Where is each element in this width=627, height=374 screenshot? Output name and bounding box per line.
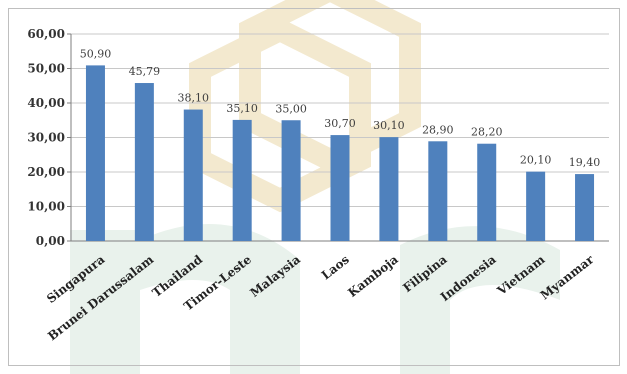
bar <box>575 174 595 241</box>
data-label: 50,90 <box>80 47 112 60</box>
data-label: 28,20 <box>471 126 503 139</box>
data-label: 30,10 <box>373 119 405 132</box>
bar <box>183 109 203 242</box>
data-label: 28,90 <box>422 123 454 136</box>
bar <box>134 83 154 241</box>
data-label: 35,10 <box>226 102 258 115</box>
data-label: 20,10 <box>520 154 552 167</box>
y-tick-label: 30,00 <box>27 131 65 145</box>
x-tick-label: Kamboja <box>345 252 401 300</box>
bar <box>85 65 105 241</box>
data-label: 35,00 <box>275 102 307 115</box>
x-tick-label: Myanmar <box>538 252 597 303</box>
y-tick-label: 40,00 <box>27 96 65 110</box>
data-label: 30,70 <box>324 117 356 130</box>
y-tick-label: 20,00 <box>27 165 65 179</box>
bar <box>526 171 546 241</box>
bar <box>428 141 448 241</box>
y-tick-label: 10,00 <box>27 200 65 214</box>
y-tick-label: 0,00 <box>36 234 65 248</box>
y-tick-label: 60,00 <box>27 27 65 41</box>
x-tick-label: Malaysia <box>247 252 303 300</box>
data-label: 19,40 <box>569 156 601 169</box>
bar <box>330 135 350 241</box>
x-tick-label: Laos <box>319 252 352 282</box>
bar <box>477 143 497 241</box>
bar <box>281 120 301 241</box>
chart-frame: 0,00 10,00 20,00 30,00 40,00 50,00 60,00 50,90 S… <box>8 8 620 366</box>
bar <box>232 119 252 241</box>
bar-chart: 0,0010,0020,0030,0040,0050,0060,0050,90S… <box>27 27 609 343</box>
bar <box>379 137 399 241</box>
y-tick-label: 50,00 <box>27 62 65 76</box>
data-label: 45,79 <box>129 65 161 78</box>
data-label: 38,10 <box>178 92 210 105</box>
